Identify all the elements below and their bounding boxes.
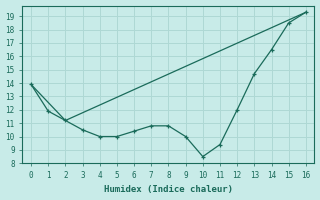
X-axis label: Humidex (Indice chaleur): Humidex (Indice chaleur)	[104, 185, 233, 194]
